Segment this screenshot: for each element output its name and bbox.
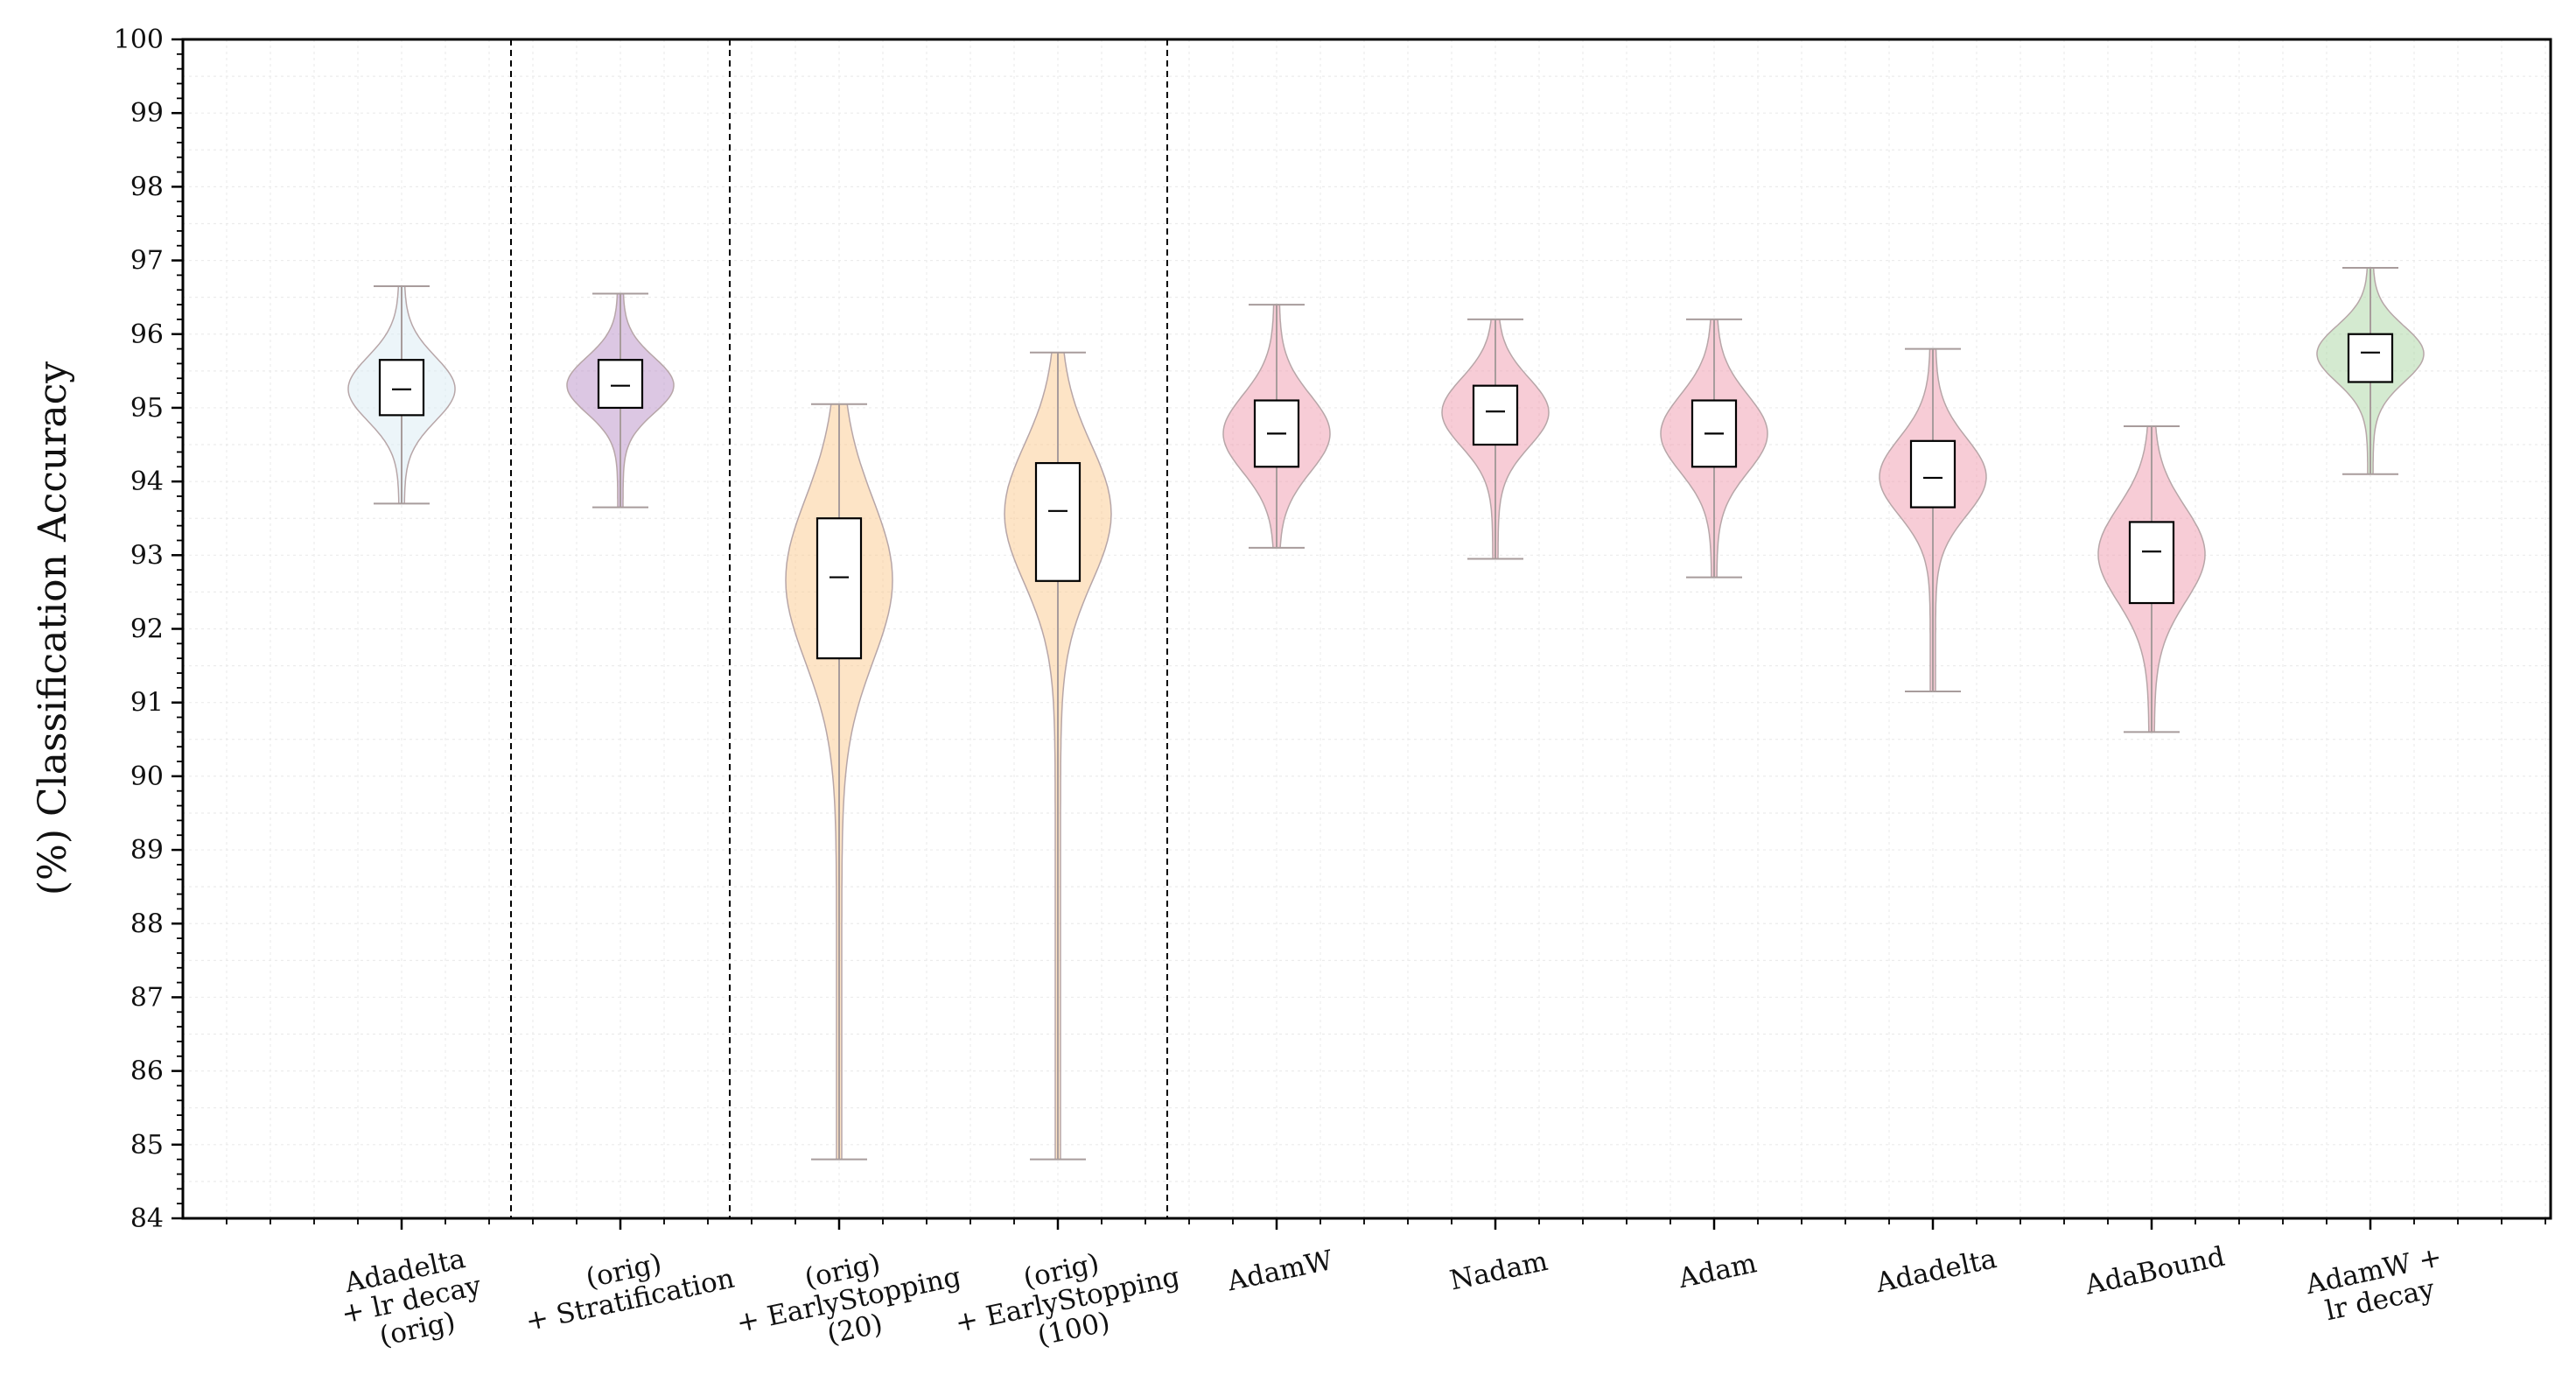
category-label-line: AdamW (1224, 1245, 1336, 1298)
y-tick-label: 88 (130, 908, 164, 939)
y-tick-label: 90 (130, 761, 164, 792)
iqr-box (2347, 333, 2394, 383)
y-tick-label: 99 (130, 98, 164, 129)
y-tick-label: 92 (130, 614, 164, 645)
category-label-line: Adadelta (1872, 1243, 1999, 1299)
iqr-box (816, 517, 863, 660)
y-axis-title: (%) Classification Accuracy (31, 361, 75, 895)
iqr-box (1253, 399, 1300, 468)
category-label: (orig)+ Stratification (523, 1248, 738, 1338)
iqr-box (378, 359, 425, 417)
axes: 84 85 86 87 88 89 90 91 92 93 94 95 96 97 98 99 100 (114, 25, 2546, 1234)
category-label: Adam (1675, 1247, 1760, 1294)
y-tick-label: 96 (130, 319, 164, 350)
category-label-line: Nadam (1447, 1245, 1550, 1297)
y-tick-label: 98 (130, 172, 164, 202)
category-label-line: Adam (1675, 1247, 1760, 1294)
category-label: Nadam (1447, 1245, 1550, 1297)
y-tick-label: 93 (130, 540, 164, 571)
category-label: (orig)+ EarlyStopping(20) (734, 1248, 964, 1350)
y-tick-label: 100 (114, 25, 164, 55)
y-tick-label: 97 (130, 246, 164, 277)
gridlines (183, 39, 2551, 1219)
category-label: AdamW +lr decay (2302, 1241, 2445, 1327)
category-label: Adadelta+ lr decay(orig) (339, 1243, 484, 1352)
category-label: AdaBound (2082, 1241, 2228, 1301)
y-tick-label: 87 (130, 982, 164, 1013)
category-labels: Adadelta+ lr decay(orig) (orig)+ Stratifi… (339, 1241, 2445, 1353)
group-separators (510, 39, 1168, 1218)
category-label: (orig)+ EarlyStopping(100) (953, 1248, 1183, 1352)
y-tick-label: 85 (130, 1130, 164, 1161)
category-label-line: AdaBound (2082, 1241, 2228, 1301)
y-tick-label: 94 (130, 467, 164, 497)
category-label: AdamW (1224, 1245, 1336, 1298)
violins (347, 267, 2425, 1161)
iqr-box (1909, 439, 1956, 509)
category-label: Adadelta (1872, 1243, 1999, 1299)
y-tick-label: 89 (130, 835, 164, 866)
y-tick-label: 86 (130, 1056, 164, 1087)
y-tick-label: 91 (130, 688, 164, 719)
y-tick-label: 95 (130, 393, 164, 424)
iqr-box (597, 359, 644, 410)
iqr-box (1034, 461, 1082, 582)
iqr-box (1472, 384, 1519, 446)
boxplots (374, 266, 2398, 1161)
y-tick-label: 84 (130, 1203, 164, 1234)
iqr-box (2128, 521, 2175, 605)
